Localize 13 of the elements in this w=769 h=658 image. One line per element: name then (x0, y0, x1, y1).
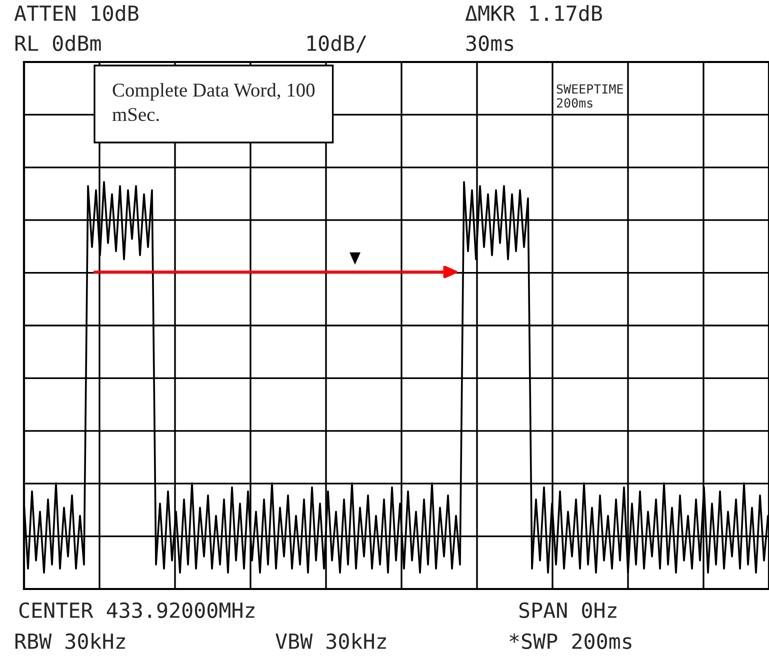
text: SPAN 0Hz (519, 602, 616, 618)
text: ΔMKR 1.17dB (465, 4, 602, 22)
text: RL 0dBm (15, 34, 101, 52)
text: ATTEN 10dB (14, 4, 138, 22)
text: VBW 30kHz (276, 632, 386, 650)
text: 10dB/ (308, 34, 366, 53)
text: *SWP 200ms (510, 633, 632, 650)
text: 200ms (556, 98, 592, 108)
text: 30ms (466, 35, 514, 52)
text: RBW 30kHz (15, 632, 125, 650)
text: Complete Data Word, 100 mSec. (112, 82, 315, 122)
text: SWEEPTIME (556, 84, 623, 94)
text: CENTER 433.92000MHz (19, 602, 254, 618)
